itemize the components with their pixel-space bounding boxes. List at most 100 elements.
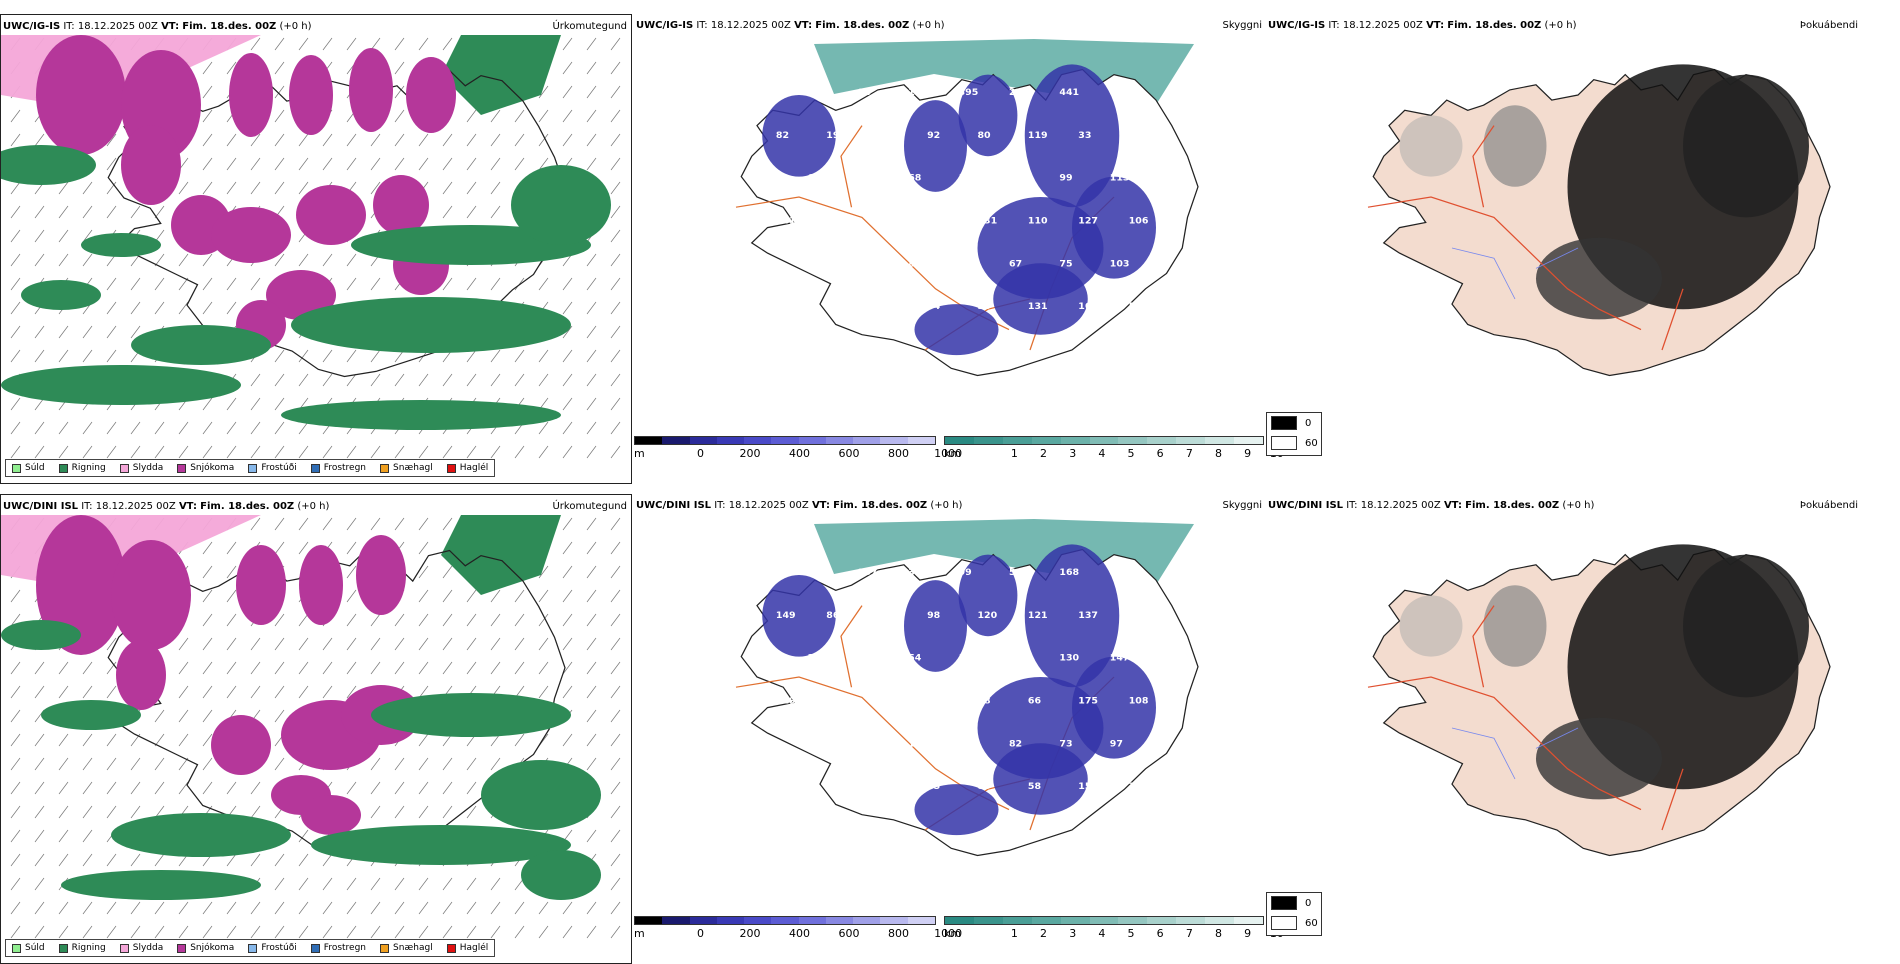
wind-barb [34,925,45,939]
wind-barb [322,157,333,171]
colorbar-ticks: km12345678910 [944,445,1284,460]
wind-barb [394,901,405,915]
wind-barb [610,229,621,243]
wind-barb [154,421,165,435]
wind-barb [226,685,237,699]
wind-barb [58,853,69,867]
precip-map [1,35,621,459]
colorbar-segment [662,437,690,444]
wind-barb [250,853,261,867]
wind-barb [226,853,237,867]
wind-barb [466,157,477,171]
cloud-base-area [1072,656,1156,759]
wind-barb [586,517,597,531]
wind-barb [586,613,597,627]
wind-barb [178,901,189,915]
wind-barb [418,37,429,51]
colorbar-tick-label: 400 [788,927,810,940]
wind-barb [154,709,165,723]
vt-label: VT: [1443,500,1462,511]
wind-barb [346,661,357,675]
wind-barb [250,181,261,195]
wind-barb [154,901,165,915]
wind-barb [610,157,621,171]
wind-barb [610,133,621,147]
precip-map [1,515,621,939]
it-value: 18.12.2025 00Z [1360,500,1441,511]
fog-legend-label: 0 [1305,897,1312,909]
legend-item: Slydda [119,943,163,953]
wind-barb [418,517,429,531]
colorbar-unit: km [944,927,962,940]
cloud-base-value: 132 [807,258,827,269]
wind-barb [106,133,117,147]
wind-barb [514,637,525,651]
wind-barb [10,181,21,195]
wind-barb [442,517,453,531]
legend-item: Snjókoma [177,463,234,473]
wind-barb [346,445,357,459]
wind-barb [610,565,621,579]
colorbar-strip [634,916,936,925]
wind-barb [442,181,453,195]
wind-barb [466,661,477,675]
legend-swatch [380,943,390,953]
wind-barb [466,109,477,123]
wind-barb [58,205,69,219]
wind-barb [514,349,525,363]
it-value: 18.12.2025 00Z [77,21,158,32]
wind-barb [346,877,357,891]
cloud-base-value: 441 [1059,87,1079,98]
wind-barb [514,109,525,123]
colorbar-segment [1234,437,1263,444]
wind-barb [322,685,333,699]
wind-barb [418,925,429,939]
wind-barb [34,853,45,867]
colorbar-tick-label: 3 [1069,447,1077,460]
wind-barb [10,253,21,267]
legend-item: Snjókoma [177,943,234,953]
wind-barb [130,781,141,795]
wind-barb [562,541,573,555]
vt-label: VT: [1426,20,1445,31]
wind-barb [346,349,357,363]
wind-barb [250,781,261,795]
colorbar-ticks: m 0 200 400 600 800 1000 [634,445,962,460]
rain-area [441,515,561,595]
snow-area [229,53,273,137]
wind-barb [394,445,405,459]
wind-barb [274,133,285,147]
cloud-base-value: 130 [1059,653,1079,664]
wind-barb [442,133,453,147]
wind-barb [10,229,21,243]
wind-barb [538,613,549,627]
legend-label: Rigning [71,943,106,953]
wind-barb [130,301,141,315]
cloud-base-area [993,743,1088,815]
wind-barb [298,37,309,51]
wind-barb [370,181,381,195]
wind-barb [586,253,597,267]
colorbar-unit: m [634,447,645,460]
wind-barb [442,781,453,795]
wind-barb [106,805,117,819]
wind-barb [298,613,309,627]
cloud-base-value: 120 [978,610,998,621]
wind-barb [418,373,429,387]
fog-low-area [1683,554,1809,698]
panel-title: Úrkomutegund [552,501,627,512]
wind-barb [34,829,45,843]
colorbar-tick-label: 3 [1069,927,1077,940]
wind-barb [298,373,309,387]
fog-low-area [1399,595,1463,657]
wind-barb [106,733,117,747]
wind-barb [34,805,45,819]
wind-barb [298,637,309,651]
wind-barb [394,373,405,387]
wind-barb [370,637,381,651]
cloud-base-value: 217 [757,567,777,578]
colorbar-unit: m [634,927,645,940]
rain-area [41,700,141,730]
wind-barb [130,421,141,435]
wind-barb [490,277,501,291]
